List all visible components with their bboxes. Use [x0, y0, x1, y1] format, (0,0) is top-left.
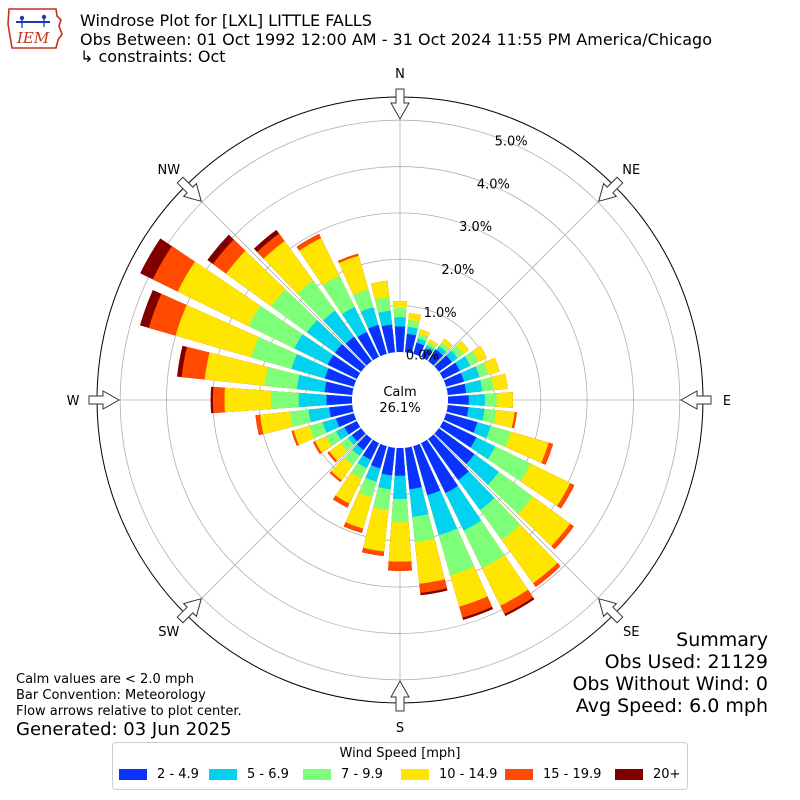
- compass-label: NE: [622, 163, 640, 178]
- windrose-bar: [428, 434, 469, 481]
- windrose-bar: [357, 331, 379, 361]
- windrose-bar: [344, 421, 361, 435]
- legend-title: Wind Speed [mph]: [339, 746, 461, 761]
- calm-label: Calm: [383, 385, 416, 400]
- legend-label: 20+: [653, 767, 681, 782]
- logo-text: IEM: [16, 29, 50, 47]
- chart-constraints: ↳ constraints: Oct: [80, 47, 226, 66]
- windrose-bar: [413, 443, 441, 496]
- windrose-bar: [413, 342, 425, 357]
- windrose-bar: [434, 355, 452, 372]
- summary-obs-without-wind: Obs Without Wind: 0: [572, 673, 768, 695]
- windrose-bar: [324, 368, 357, 387]
- spoke-line: [433, 185, 615, 367]
- windrose-bar: [443, 413, 478, 433]
- compass-arrow-icon: [390, 88, 410, 121]
- legend-swatch: [401, 769, 429, 780]
- compass-arrow-icon: [597, 597, 624, 624]
- windrose-bar: [362, 439, 379, 460]
- calm-percent: 26.1%: [379, 401, 420, 416]
- windrose-bar: [439, 362, 460, 379]
- legend-label: 7 - 9.9: [341, 767, 383, 782]
- windrose-bar: [334, 344, 366, 372]
- legend-swatch: [209, 769, 237, 780]
- legend-swatch: [303, 769, 331, 780]
- chart-subtitle: Obs Between: 01 Oct 1992 12:00 AM - 31 O…: [80, 30, 712, 49]
- spoke-line: [185, 433, 367, 615]
- compass-label: N: [395, 67, 405, 82]
- chart-title: Windrose Plot for [LXL] LITTLE FALLS: [80, 11, 372, 30]
- legend-label: 5 - 6.9: [247, 767, 289, 782]
- generated-date: Generated: 03 Jun 2025: [16, 719, 232, 740]
- windrose-bar: [405, 333, 417, 354]
- windrose-bar: [324, 381, 354, 395]
- windrose-bar: [371, 443, 387, 469]
- windrose-bar: [336, 413, 357, 428]
- compass-arrow-icon: [597, 176, 624, 203]
- windrose-bar: [446, 383, 467, 395]
- radial-tick-label: 1.0%: [424, 306, 457, 321]
- radial-tick-label: 4.0%: [477, 177, 510, 192]
- summary-avg-speed: Avg Speed: 6.0 mph: [575, 695, 768, 717]
- spoke-line: [433, 433, 615, 615]
- compass-arrow-icon: [176, 597, 203, 624]
- radial-tick-label: 0.0%: [406, 349, 439, 364]
- iem-logo: IEM: [6, 6, 64, 52]
- summary-obs-used: Obs Used: 21129: [604, 651, 768, 673]
- windrose-bar: [326, 394, 353, 406]
- windrose-bar: [447, 395, 469, 405]
- windrose-bar: [356, 434, 372, 451]
- windrose-bar: [394, 447, 406, 476]
- flow-arrows-note: Flow arrows relative to plot center.: [16, 704, 242, 719]
- compass-label: SE: [623, 625, 639, 640]
- legend-swatch: [119, 769, 147, 780]
- legend: Wind Speed [mph] 2 - 4.9 5 - 6.9 7 - 9.9…: [112, 742, 688, 790]
- legend-label: 15 - 19.9: [543, 767, 602, 782]
- compass-arrow-icon: [679, 390, 712, 410]
- compass-arrow-icon: [88, 390, 121, 410]
- windrose-bar: [446, 405, 469, 417]
- windrose-bar: [443, 372, 464, 387]
- windrose-bar: [327, 355, 361, 379]
- radial-tick-label: 2.0%: [441, 263, 474, 278]
- windrose-bar: [381, 324, 395, 354]
- windrose-bar: [329, 405, 354, 418]
- windrose-bar: [368, 324, 387, 357]
- windrose-bar: [405, 446, 422, 490]
- spoke-line: [185, 185, 367, 367]
- windrose-bar: [428, 349, 444, 366]
- compass-label: SW: [158, 625, 179, 640]
- radial-tick-label: 5.0%: [495, 134, 528, 149]
- windrose-bar: [394, 326, 406, 353]
- compass-label: NW: [157, 163, 180, 178]
- legend-swatch: [615, 769, 643, 780]
- windrose-bar: [434, 428, 475, 464]
- compass-label: S: [396, 721, 404, 736]
- windrose-bar: [421, 348, 433, 361]
- legend-label: 2 - 4.9: [157, 767, 199, 782]
- summary-title: Summary: [676, 629, 768, 651]
- windrose-bar: [439, 421, 477, 448]
- windrose-bar: [421, 439, 458, 494]
- compass-arrow-icon: [176, 176, 203, 203]
- windrose-bar: [345, 336, 372, 366]
- legend-label: 10 - 14.9: [439, 767, 498, 782]
- compass-arrow-icon: [390, 679, 410, 712]
- compass-label: W: [67, 394, 80, 409]
- windrose-bar: [351, 428, 366, 442]
- legend-swatch: [505, 769, 533, 780]
- windrose-bar: [381, 446, 395, 476]
- bar-convention-note: Bar Convention: Meteorology: [16, 688, 206, 703]
- calm-center: [352, 352, 448, 448]
- radial-tick-label: 3.0%: [459, 220, 492, 235]
- compass-label: E: [723, 394, 731, 409]
- calm-note: Calm values are < 2.0 mph: [16, 672, 195, 687]
